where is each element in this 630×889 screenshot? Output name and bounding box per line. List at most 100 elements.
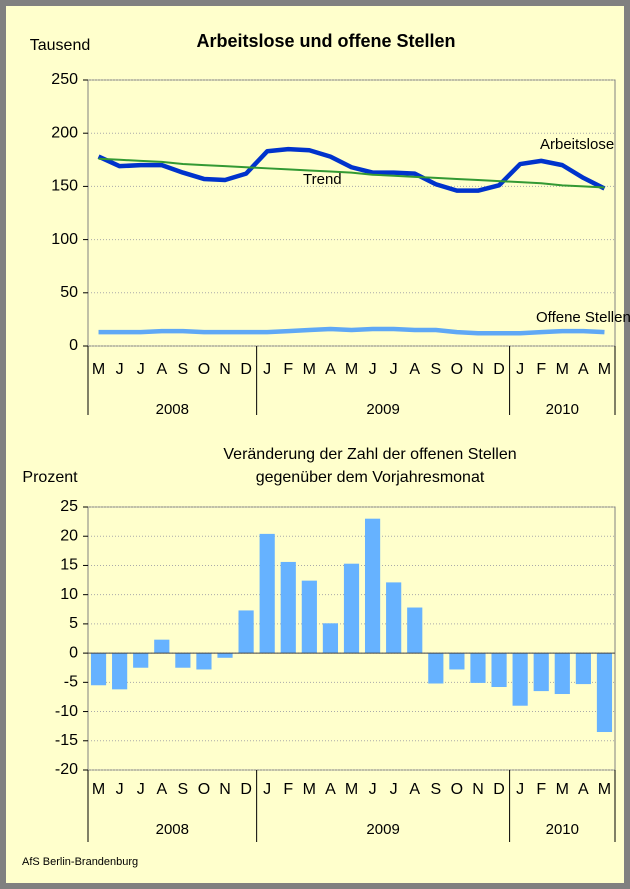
bar	[554, 653, 570, 695]
bar	[280, 561, 296, 654]
bar	[491, 653, 507, 688]
bar	[386, 582, 402, 654]
bar	[133, 653, 149, 668]
bar	[364, 518, 381, 654]
bar	[217, 653, 233, 658]
x-tick-label: A	[578, 781, 589, 798]
bar	[175, 653, 191, 668]
x-tick-label: A	[325, 781, 336, 798]
x-tick-label: M	[303, 781, 316, 798]
x-tick-label: J	[116, 781, 124, 798]
group-label: 2009	[366, 401, 399, 418]
x-tick-label: D	[493, 781, 505, 798]
x-tick-label: S	[178, 781, 189, 798]
x-tick-label: M	[303, 361, 316, 378]
x-tick-label: M	[345, 361, 358, 378]
x-tick-label: F	[536, 781, 546, 798]
bar	[90, 653, 107, 686]
y-tick-label: 10	[60, 586, 78, 603]
x-tick-label: O	[198, 781, 210, 798]
x-tick-label: M	[556, 361, 569, 378]
group-label: 2010	[546, 821, 579, 838]
bar	[112, 653, 128, 690]
y-tick-label: 0	[69, 337, 78, 354]
series-label: Arbeitslose	[540, 136, 614, 153]
x-tick-label: J	[390, 361, 398, 378]
y-axis-label: Tausend	[30, 37, 91, 54]
x-tick-label: A	[409, 361, 420, 378]
y-tick-label: 0	[69, 644, 78, 661]
x-tick-label: J	[369, 781, 377, 798]
bar	[196, 653, 212, 670]
y-tick-label: 200	[51, 124, 78, 141]
bar	[238, 610, 254, 654]
group-label: 2008	[156, 401, 189, 418]
x-tick-label: S	[430, 361, 441, 378]
x-tick-label: D	[240, 781, 252, 798]
x-tick-label: M	[556, 781, 569, 798]
y-tick-label: 5	[69, 615, 78, 632]
bar	[470, 653, 486, 683]
chart-title: gegenüber dem Vorjahresmonat	[256, 469, 485, 486]
x-tick-label: J	[137, 781, 145, 798]
y-axis-label: Prozent	[22, 469, 78, 486]
y-tick-label: -5	[64, 674, 78, 691]
y-tick-label: 15	[60, 557, 78, 574]
x-tick-label: A	[578, 361, 589, 378]
bar	[596, 653, 613, 733]
x-tick-label: S	[430, 781, 441, 798]
group-label: 2008	[156, 821, 189, 838]
bar	[575, 653, 591, 685]
y-tick-label: 25	[60, 498, 78, 515]
bar	[259, 533, 275, 654]
x-tick-label: A	[156, 781, 167, 798]
x-tick-label: J	[116, 361, 124, 378]
x-tick-label: A	[156, 361, 167, 378]
bar	[322, 623, 339, 654]
x-tick-label: J	[263, 781, 271, 798]
y-tick-label: 100	[51, 231, 78, 248]
x-tick-label: J	[516, 781, 524, 798]
chart-title: Veränderung der Zahl der offenen Stellen	[223, 446, 516, 463]
x-tick-label: O	[198, 361, 210, 378]
x-tick-label: N	[472, 781, 484, 798]
x-tick-label: N	[472, 361, 484, 378]
y-tick-label: 20	[60, 527, 78, 544]
bar	[449, 653, 465, 670]
bar	[428, 653, 444, 684]
group-label: 2009	[366, 821, 399, 838]
line	[97, 146, 606, 193]
y-tick-label: 50	[60, 284, 78, 301]
group-label: 2010	[546, 401, 579, 418]
x-tick-label: F	[283, 781, 293, 798]
bar	[154, 639, 170, 654]
footer: AfS Berlin-Brandenburg	[22, 856, 138, 868]
x-tick-label: N	[219, 361, 231, 378]
series-label: Offene Stellen	[536, 309, 630, 326]
bar	[512, 653, 528, 706]
x-tick-label: N	[219, 781, 231, 798]
x-tick-label: A	[409, 781, 420, 798]
bar	[343, 563, 360, 654]
line	[98, 326, 605, 336]
x-tick-label: M	[92, 361, 105, 378]
bar	[301, 580, 317, 654]
chart-title: Arbeitslose und offene Stellen	[196, 31, 455, 51]
x-tick-label: J	[390, 781, 398, 798]
x-tick-label: M	[345, 781, 358, 798]
x-tick-label: D	[240, 361, 252, 378]
series-label: Trend	[303, 171, 342, 188]
x-tick-label: O	[451, 781, 463, 798]
x-tick-label: M	[598, 361, 611, 378]
y-tick-label: -10	[55, 703, 78, 720]
bar	[533, 653, 549, 692]
x-tick-label: S	[178, 361, 189, 378]
x-tick-label: J	[137, 361, 145, 378]
x-tick-label: J	[263, 361, 271, 378]
plot-area	[87, 79, 616, 347]
y-tick-label: -15	[55, 732, 78, 749]
y-tick-label: 250	[51, 71, 78, 88]
x-tick-label: J	[516, 361, 524, 378]
line	[98, 157, 605, 189]
